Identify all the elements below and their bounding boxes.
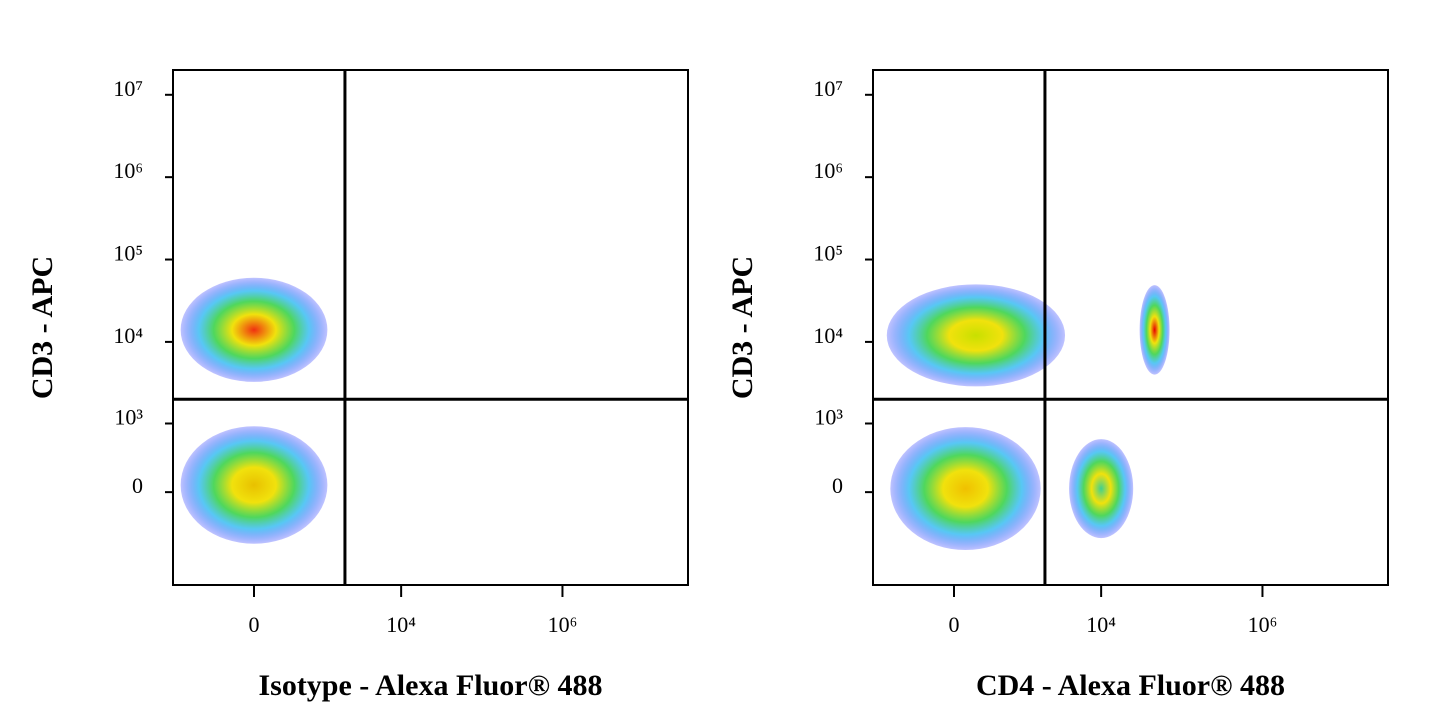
y-tick-label: 10⁴: [813, 323, 843, 348]
population: [180, 426, 328, 544]
y-tick-label: 10³: [814, 405, 843, 430]
x-tick-label: 10⁴: [1086, 612, 1116, 637]
y-tick-label: 0: [132, 473, 143, 498]
x-tick-label: 0: [949, 612, 960, 637]
x-tick-label: 10⁴: [386, 612, 416, 637]
population: [1069, 439, 1134, 539]
population: [890, 427, 1041, 551]
y-tick-label: 10⁶: [813, 158, 843, 183]
x-axis-title: Isotype - Alexa Fluor® 488: [258, 669, 602, 702]
y-tick-label: 10⁵: [113, 241, 143, 266]
y-tick-label: 0: [832, 473, 843, 498]
x-tick-label: 10⁶: [1248, 612, 1278, 637]
y-tick-label: 10⁵: [813, 241, 843, 266]
y-tick-label: 10⁷: [813, 76, 843, 101]
plot-frame: [872, 69, 1389, 586]
y-tick-label: 10³: [114, 405, 143, 430]
x-tick-label: 10⁶: [548, 612, 578, 637]
y-axis-title: CD3 - APC: [26, 256, 59, 399]
y-axis-title: CD3 - APC: [726, 256, 759, 399]
x-tick-label: 0: [249, 612, 260, 637]
x-axis-title: CD4 - Alexa Fluor® 488: [976, 669, 1285, 702]
y-tick-label: 10⁴: [113, 323, 143, 348]
population: [180, 277, 328, 382]
y-tick-label: 10⁷: [113, 76, 143, 101]
plot-frame: [172, 69, 689, 586]
y-tick-label: 10⁶: [113, 158, 143, 183]
population: [886, 284, 1066, 387]
population: [1139, 285, 1170, 375]
